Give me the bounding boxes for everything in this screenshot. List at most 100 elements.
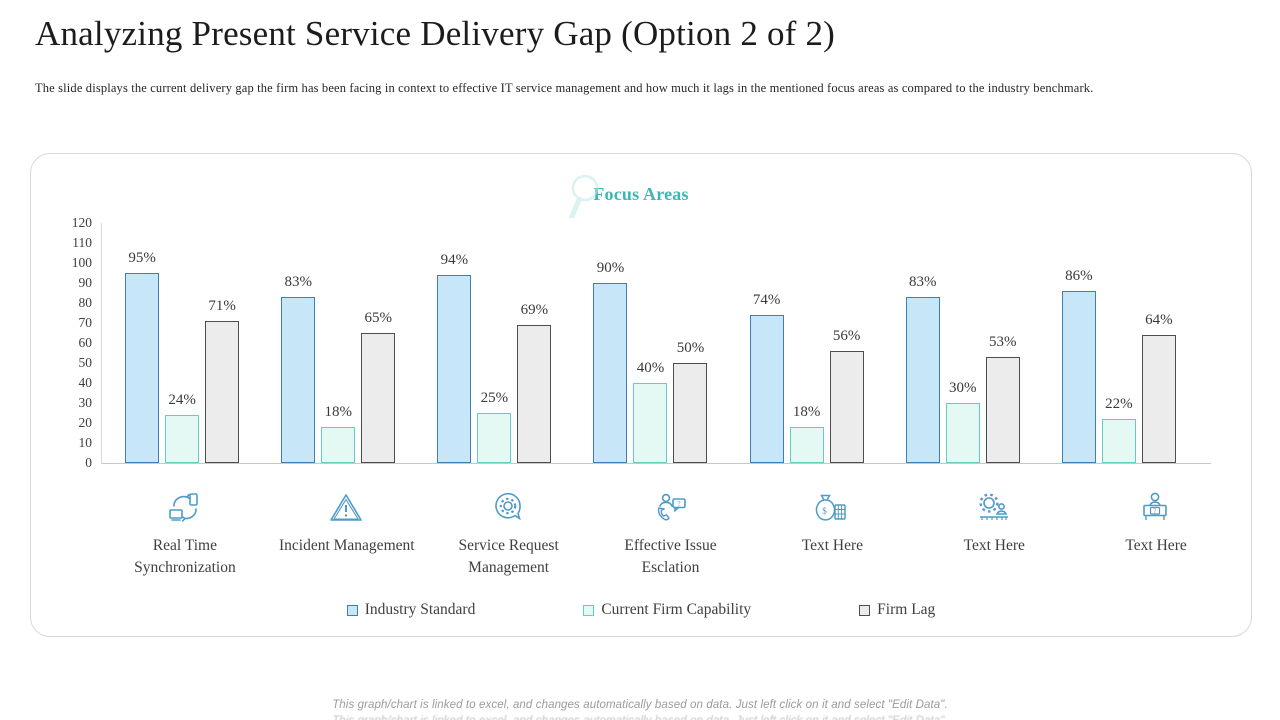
legend-swatch bbox=[859, 604, 871, 616]
category-item: Service Request Management bbox=[428, 491, 590, 579]
bar-industry-standard: 86% bbox=[1061, 268, 1096, 463]
bar-value-label: 69% bbox=[520, 302, 549, 318]
bar-industry-standard: 90% bbox=[593, 260, 628, 463]
bar-value-label: 24% bbox=[168, 392, 196, 408]
bar-value-label: 65% bbox=[364, 310, 392, 326]
category-axis: Real Time Synchronization Incident Manage… bbox=[102, 491, 1251, 579]
category-label: Effective Issue Esclation bbox=[624, 537, 717, 576]
y-axis-tick: 100 bbox=[71, 255, 92, 270]
bar-industry-standard: 74% bbox=[749, 292, 784, 463]
page-subtitle: The slide displays the current delivery … bbox=[35, 81, 1094, 95]
bar-firm-lag: 50% bbox=[673, 340, 708, 463]
y-axis: 0 10 20 30 40 50 60 70 80 90 100 110 120 bbox=[31, 215, 101, 470]
bar-value-label: 90% bbox=[596, 260, 625, 276]
bar-value-label: 30% bbox=[949, 380, 977, 396]
bar-group: 90% 40% 50% bbox=[572, 223, 728, 463]
bar-value-label: 95% bbox=[128, 250, 156, 266]
legend-swatch bbox=[346, 604, 358, 616]
sync-devices-icon bbox=[167, 491, 203, 523]
bar-current-firm-capability: 22% bbox=[1101, 396, 1136, 463]
bar-value-label: 71% bbox=[208, 298, 236, 314]
bar-value-label: 74% bbox=[752, 292, 781, 308]
y-axis-tick: 80 bbox=[78, 295, 93, 310]
bar-value-label: 94% bbox=[440, 252, 469, 268]
category-item: Text Here bbox=[913, 491, 1075, 579]
category-item: Incident Management bbox=[266, 491, 428, 579]
legend-item-industry-standard: Industry Standard bbox=[346, 601, 476, 619]
bar-group: 83% 18% 65% bbox=[260, 223, 416, 463]
category-label: Text Here bbox=[1125, 537, 1187, 554]
footer-note: This graph/chart is linked to excel, and… bbox=[332, 699, 948, 711]
bar-current-firm-capability: 18% bbox=[321, 404, 356, 463]
gear-chat-bubble-icon bbox=[491, 491, 527, 523]
bar-chart: 0 10 20 30 40 50 60 70 80 90 100 110 120 95% 24% 71% 83… bbox=[31, 215, 1251, 470]
plot-area: 95% 24% 71% 83% 18% 65% 94% 25% 69% 90% 40% 50% 74% 1… bbox=[101, 223, 1211, 464]
chart-title-wrap: Focus Areas bbox=[31, 174, 1251, 218]
bar-current-firm-capability: 25% bbox=[477, 390, 512, 463]
bar-firm-lag: 69% bbox=[517, 302, 552, 463]
y-axis-tick: 70 bbox=[78, 315, 93, 330]
bar-firm-lag: 56% bbox=[829, 328, 864, 463]
bar-value-label: 18% bbox=[324, 404, 352, 420]
bar-value-label: 53% bbox=[989, 334, 1017, 350]
money-bag-icon bbox=[814, 491, 850, 523]
category-item: Real Time Synchronization bbox=[104, 491, 266, 579]
bar-industry-standard: 95% bbox=[125, 250, 160, 463]
bar-firm-lag: 65% bbox=[361, 310, 396, 463]
chart-card[interactable]: Focus Areas 0 10 20 30 40 50 60 70 80 90 100 110 120… bbox=[30, 153, 1252, 637]
bar-value-label: 22% bbox=[1105, 396, 1133, 412]
page-title: Analyzing Present Service Delivery Gap (… bbox=[35, 14, 836, 53]
category-label: Real Time Synchronization bbox=[134, 537, 236, 576]
bar-group: 86% 22% 64% bbox=[1041, 223, 1197, 463]
bar-current-firm-capability: 18% bbox=[789, 404, 824, 463]
chart-title: Focus Areas bbox=[593, 184, 689, 204]
category-item: Effective Issue Esclation bbox=[590, 491, 752, 579]
y-axis-tick: 50 bbox=[78, 355, 93, 370]
y-axis-tick: 30 bbox=[78, 395, 93, 410]
y-axis-tick: 20 bbox=[78, 415, 93, 430]
y-axis-tick: 110 bbox=[72, 235, 92, 250]
category-label: Text Here bbox=[801, 537, 864, 554]
warning-triangle-icon bbox=[329, 491, 365, 523]
legend-label: Industry Standard bbox=[364, 601, 476, 618]
category-label: Incident Management bbox=[278, 537, 415, 554]
legend-item-current-firm-capability: Current Firm Capability bbox=[583, 601, 751, 619]
support-call-icon bbox=[653, 491, 689, 523]
bar-industry-standard: 94% bbox=[437, 252, 472, 463]
y-axis-tick: 60 bbox=[78, 335, 93, 350]
bar-firm-lag: 64% bbox=[1141, 312, 1176, 463]
footer-note-ghost: This graph/chart is linked to excel, and… bbox=[0, 715, 1280, 720]
category-label: Service Request Management bbox=[458, 537, 559, 576]
bar-value-label: 83% bbox=[909, 274, 937, 290]
bar-group: 83% 30% 53% bbox=[885, 223, 1041, 463]
bar-value-label: 40% bbox=[636, 360, 665, 376]
magnifier-watermark-icon bbox=[569, 174, 599, 218]
bar-value-label: 25% bbox=[480, 390, 509, 406]
category-item: Text Here bbox=[751, 491, 913, 579]
bar-value-label: 83% bbox=[284, 274, 312, 290]
y-axis-tick: 40 bbox=[78, 375, 93, 390]
bar-current-firm-capability: 40% bbox=[633, 360, 668, 463]
bar-value-label: 50% bbox=[676, 340, 705, 356]
y-axis-tick: 10 bbox=[78, 435, 93, 450]
bar-group: 74% 18% 56% bbox=[729, 223, 885, 463]
chart-legend: Industry Standard Current Firm Capability… bbox=[31, 601, 1251, 619]
y-axis-tick: 90 bbox=[78, 275, 93, 290]
bar-value-label: 56% bbox=[832, 328, 861, 344]
bar-firm-lag: 53% bbox=[985, 334, 1020, 463]
bar-value-label: 86% bbox=[1065, 268, 1093, 284]
legend-label: Current Firm Capability bbox=[601, 601, 752, 618]
bar-group: 95% 24% 71% bbox=[104, 223, 260, 463]
category-item: Text Here bbox=[1075, 491, 1237, 579]
bar-industry-standard: 83% bbox=[281, 274, 316, 463]
bar-group: 94% 25% 69% bbox=[416, 223, 572, 463]
bar-value-label: 64% bbox=[1145, 312, 1173, 328]
bar-firm-lag: 71% bbox=[205, 298, 240, 463]
y-axis-tick: 0 bbox=[85, 455, 92, 470]
category-label: Text Here bbox=[963, 537, 1025, 554]
y-axis-tick: 120 bbox=[71, 215, 92, 230]
bar-value-label: 18% bbox=[792, 404, 821, 420]
bar-current-firm-capability: 30% bbox=[945, 380, 980, 463]
legend-label: Firm Lag bbox=[877, 601, 936, 618]
